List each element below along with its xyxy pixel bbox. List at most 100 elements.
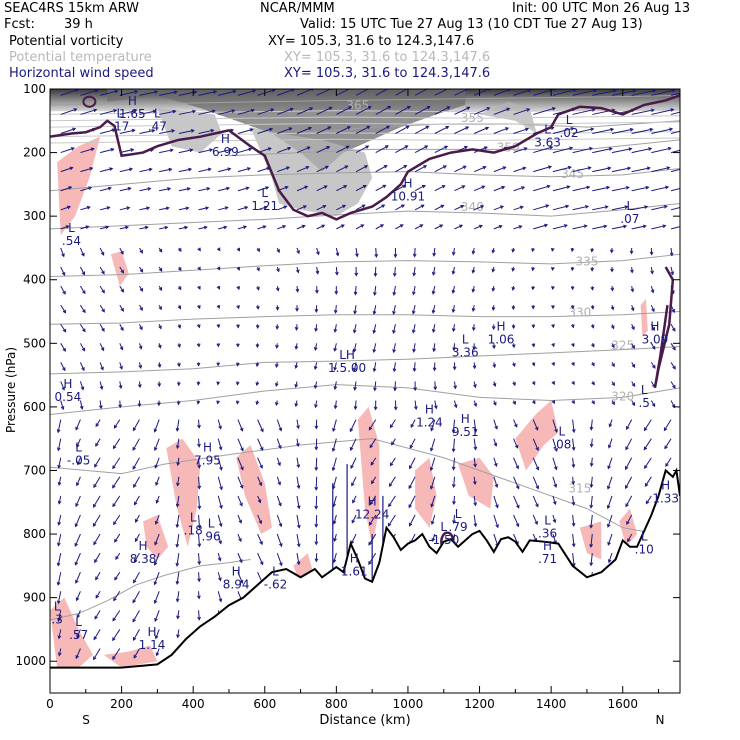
negative-pv-region [143,514,169,560]
wind-vector [651,167,670,173]
wind-arrowhead [244,205,249,210]
wind-vector [670,111,680,115]
wind-vector [590,419,593,430]
wind-arrowhead [61,386,65,391]
wind-arrowhead [609,249,614,254]
wind-arrowhead [56,562,61,567]
wind-vector [432,324,436,333]
wind-vector [112,610,121,621]
wind-arrowhead [147,187,152,191]
wind-arrowhead [278,427,283,432]
wind-arrowhead [148,167,153,172]
wind-arrowhead [177,344,181,349]
wind-arrowhead [197,543,202,548]
wind-vector [276,533,283,547]
wind-vector [414,125,429,134]
wind-arrowhead [175,445,180,450]
wind-arrowhead [228,147,233,152]
wind-arrowhead [118,404,122,409]
wind-arrowhead [382,184,387,189]
wind-vector [513,495,520,509]
wind-arrowhead [277,481,282,486]
wind-arrowhead [373,387,377,392]
wind-arrowhead [153,561,158,566]
wind-arrowhead [139,287,144,292]
wind-arrowhead [275,287,280,292]
wind-vector [99,400,102,409]
wind-arrowhead [82,309,86,314]
wind-vector [395,224,404,230]
wind-vector [155,514,160,525]
y-tick-label: 900 [23,591,46,605]
wind-vector [609,419,613,427]
wind-arrowhead [429,467,434,472]
wind-vector [93,629,101,640]
wind-arrowhead [296,425,300,430]
wind-vector [651,89,675,96]
wind-arrowhead [380,224,385,228]
wind-vector [237,457,244,470]
wind-vector [388,495,396,507]
wind-vector [119,207,130,211]
wind-arrowhead [612,89,617,93]
theta-label-340: 340 [461,200,484,214]
wind-arrowhead [553,466,558,471]
wind-vector [257,128,273,134]
wind-arrowhead [393,387,397,392]
wind-vector [79,247,85,256]
wind-vector [333,552,337,563]
wind-arrowhead [278,502,282,507]
theta-contour-320 [50,384,680,416]
wind-vector [355,106,371,115]
wind-arrowhead [112,617,116,622]
wind-vector [391,438,396,445]
wind-arrowhead [75,579,79,584]
wind-vector [607,495,613,509]
wind-vector [608,552,613,563]
wind-arrowhead [335,271,339,276]
wind-arrowhead [473,523,478,528]
wind-arrowhead [649,127,654,132]
wind-vector [99,362,104,370]
wind-arrowhead [409,444,414,449]
wind-arrowhead [314,541,319,546]
wind-vector [95,419,101,427]
wind-vector [533,185,550,192]
wind-vector [592,186,610,192]
marker-value: 0.54 [55,390,82,404]
wind-vector [453,514,455,524]
wind-arrowhead [333,366,337,371]
wind-vector [316,165,329,173]
wind-arrowhead [491,306,496,311]
wind-vector [670,266,674,275]
wind-vector [296,553,300,565]
wind-arrowhead [570,267,575,272]
wind-arrowhead [432,252,437,257]
wind-arrowhead [275,344,279,349]
wind-arrowhead [399,224,404,228]
wind-arrowhead [257,499,262,504]
wind-arrowhead [507,89,512,92]
wind-arrowhead [197,524,202,529]
wind-arrowhead [551,400,555,405]
marker-high-letter: H [221,132,230,146]
wind-arrowhead [342,204,347,209]
negative-pv-region [579,521,602,560]
wind-vector [572,533,575,547]
wind-arrowhead [137,403,142,408]
wind-vector [159,129,175,134]
wind-arrowhead [218,598,223,603]
wind-arrowhead [351,482,355,487]
wind-vector [115,552,121,560]
wind-vector [650,285,654,293]
wind-arrowhead [652,89,657,93]
wind-vector [113,438,121,449]
wind-arrowhead [246,167,252,171]
wind-arrowhead [611,401,615,406]
wind-arrowhead [481,185,486,190]
wind-arrowhead [139,268,144,273]
wind-arrowhead [315,289,319,294]
wind-arrowhead [76,634,80,639]
wind-arrowhead [583,224,588,229]
wind-arrowhead [625,185,630,190]
